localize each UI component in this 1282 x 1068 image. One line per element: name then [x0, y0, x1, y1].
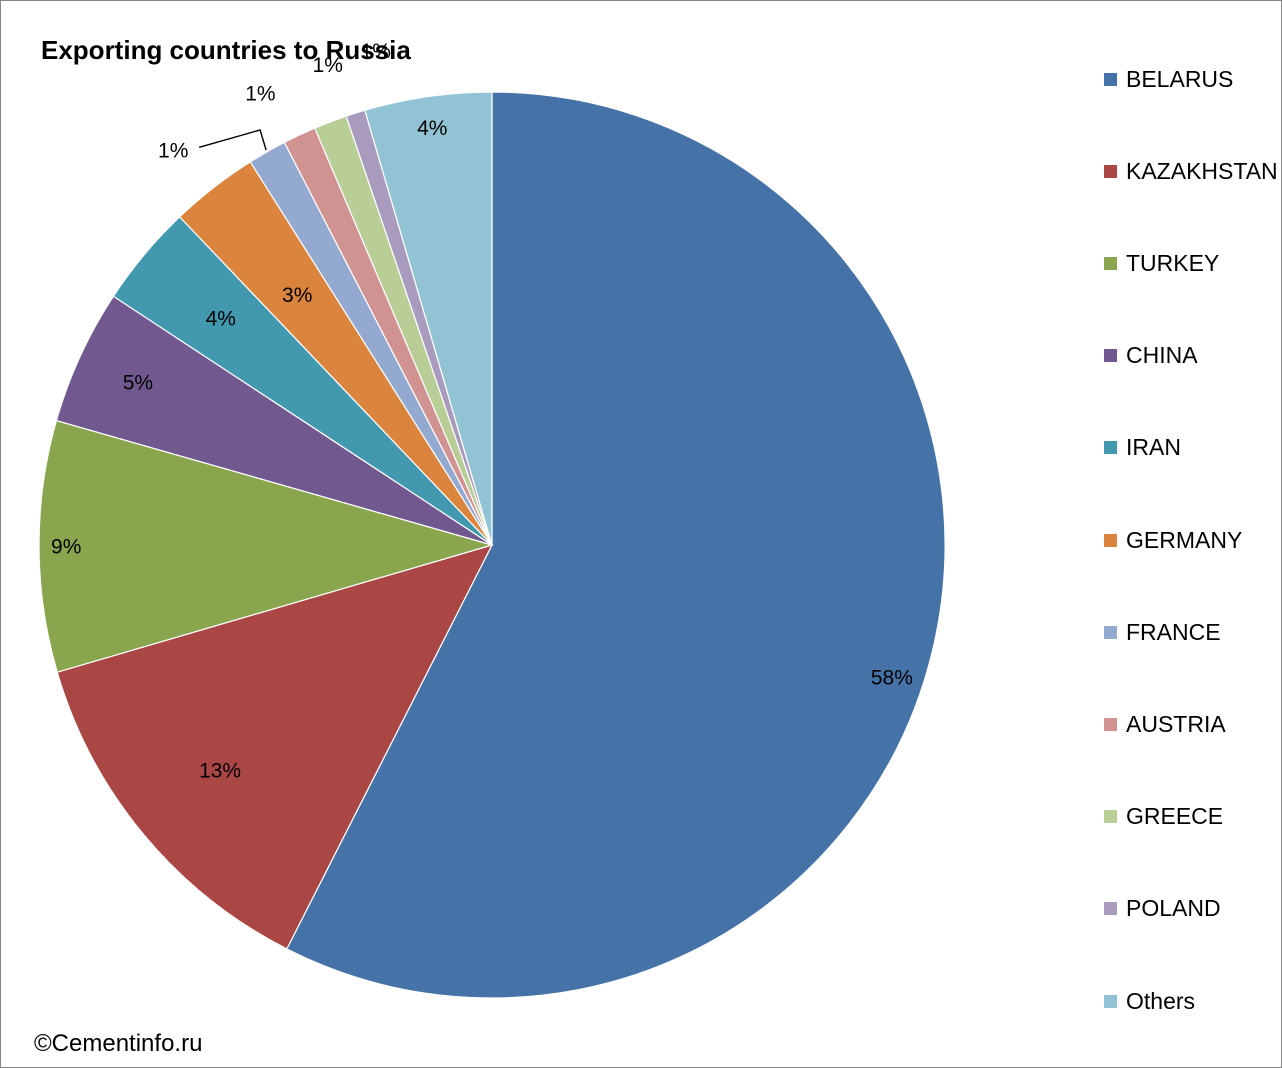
pie-slice-belarus	[286, 91, 946, 999]
legend-swatch	[1104, 533, 1117, 547]
leader-line-france	[199, 129, 267, 151]
legend-label: IRAN	[1126, 434, 1181, 461]
legend-item-others: Others	[1104, 987, 1195, 1015]
data-label-france: 1%	[158, 139, 188, 162]
legend-swatch	[1104, 256, 1117, 270]
data-label-germany: 3%	[282, 284, 312, 307]
legend-label: Others	[1126, 987, 1196, 1014]
data-label-turkey: 9%	[51, 535, 81, 558]
legend-item-belarus: BELARUS	[1104, 65, 1233, 93]
legend-label: CHINA	[1126, 342, 1198, 369]
leader-lines	[199, 129, 267, 151]
legend-label: AUSTRIA	[1126, 710, 1226, 737]
legend-swatch	[1104, 164, 1117, 178]
data-label-belarus: 58%	[871, 667, 913, 690]
legend-label: POLAND	[1126, 895, 1221, 922]
legend-item-france: FRANCE	[1104, 618, 1221, 646]
data-label-others: 4%	[417, 117, 447, 140]
data-label-iran: 4%	[206, 308, 236, 331]
legend-label: FRANCE	[1126, 618, 1221, 645]
data-label-poland: 1%	[361, 40, 391, 63]
legend-label: KAZAKHSTAN	[1126, 157, 1278, 184]
legend-label: TURKEY	[1126, 249, 1220, 276]
data-label-austria: 1%	[245, 83, 275, 106]
data-labels: 58% 13% 9% 5% 4% 3% 1% 1% 1% 1% 4%	[51, 40, 913, 783]
legend-item-turkey: TURKEY	[1104, 249, 1219, 277]
pie-slices	[38, 91, 946, 999]
legend-item-china: CHINA	[1104, 342, 1198, 370]
legend-item-greece: GREECE	[1104, 803, 1223, 831]
legend-swatch	[1104, 717, 1117, 731]
data-label-china: 5%	[123, 372, 153, 395]
chart-title: Exporting countries to Russia	[41, 35, 411, 65]
legend-label: GREECE	[1126, 803, 1224, 830]
legend-swatch	[1104, 441, 1117, 455]
legend-label: GERMANY	[1126, 526, 1243, 553]
legend-item-poland: POLAND	[1104, 895, 1221, 923]
data-label-kazakhstan: 13%	[199, 760, 241, 783]
legend-swatch	[1104, 810, 1117, 824]
legend-swatch	[1104, 994, 1117, 1008]
pie-slice-kazakhstan	[56, 544, 494, 950]
legend-swatch	[1104, 902, 1117, 916]
pie-slice-others	[364, 91, 493, 546]
legend-swatch	[1104, 349, 1117, 363]
legend-item-kazakhstan: KAZAKHSTAN	[1104, 157, 1278, 185]
legend-item-germany: GERMANY	[1104, 526, 1242, 554]
legend-item-iran: IRAN	[1104, 434, 1181, 462]
legend-item-austria: AUSTRIA	[1104, 710, 1226, 738]
legend-label: BELARUS	[1126, 65, 1234, 92]
legend-swatch	[1104, 72, 1117, 86]
copyright-credit: ©Cementinfo.ru	[34, 1030, 203, 1057]
data-label-greece: 1%	[313, 54, 343, 77]
legend-swatch	[1104, 625, 1117, 639]
pie-slice-turkey	[38, 419, 495, 673]
